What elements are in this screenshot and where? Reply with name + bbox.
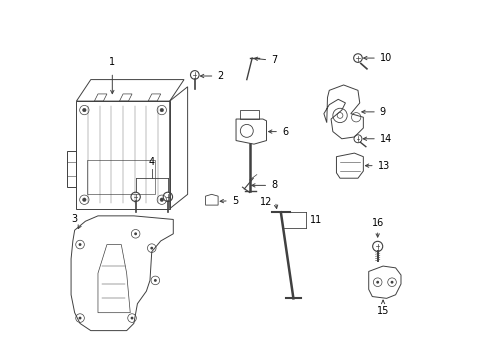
Circle shape bbox=[78, 243, 81, 246]
Circle shape bbox=[160, 108, 164, 112]
Text: 3: 3 bbox=[72, 214, 78, 224]
Circle shape bbox=[134, 232, 137, 235]
Text: 2: 2 bbox=[218, 71, 223, 81]
Text: 1: 1 bbox=[109, 57, 115, 67]
Text: 12: 12 bbox=[260, 197, 272, 207]
Text: 5: 5 bbox=[232, 196, 238, 206]
Text: 8: 8 bbox=[271, 180, 277, 190]
Circle shape bbox=[376, 281, 379, 284]
Circle shape bbox=[82, 108, 86, 112]
Circle shape bbox=[154, 279, 157, 282]
Text: 14: 14 bbox=[380, 134, 392, 144]
Circle shape bbox=[150, 247, 153, 249]
Circle shape bbox=[131, 317, 133, 319]
Text: 10: 10 bbox=[380, 53, 392, 63]
Text: 4: 4 bbox=[148, 157, 155, 167]
Text: 9: 9 bbox=[380, 107, 386, 117]
Circle shape bbox=[78, 317, 81, 319]
Circle shape bbox=[160, 198, 164, 202]
Text: 6: 6 bbox=[282, 127, 288, 136]
Text: 13: 13 bbox=[378, 161, 390, 171]
Text: 16: 16 bbox=[371, 219, 384, 228]
Circle shape bbox=[82, 198, 86, 202]
Text: 7: 7 bbox=[271, 55, 277, 65]
Text: 11: 11 bbox=[310, 215, 322, 225]
Circle shape bbox=[391, 281, 393, 284]
Text: 15: 15 bbox=[377, 306, 389, 315]
